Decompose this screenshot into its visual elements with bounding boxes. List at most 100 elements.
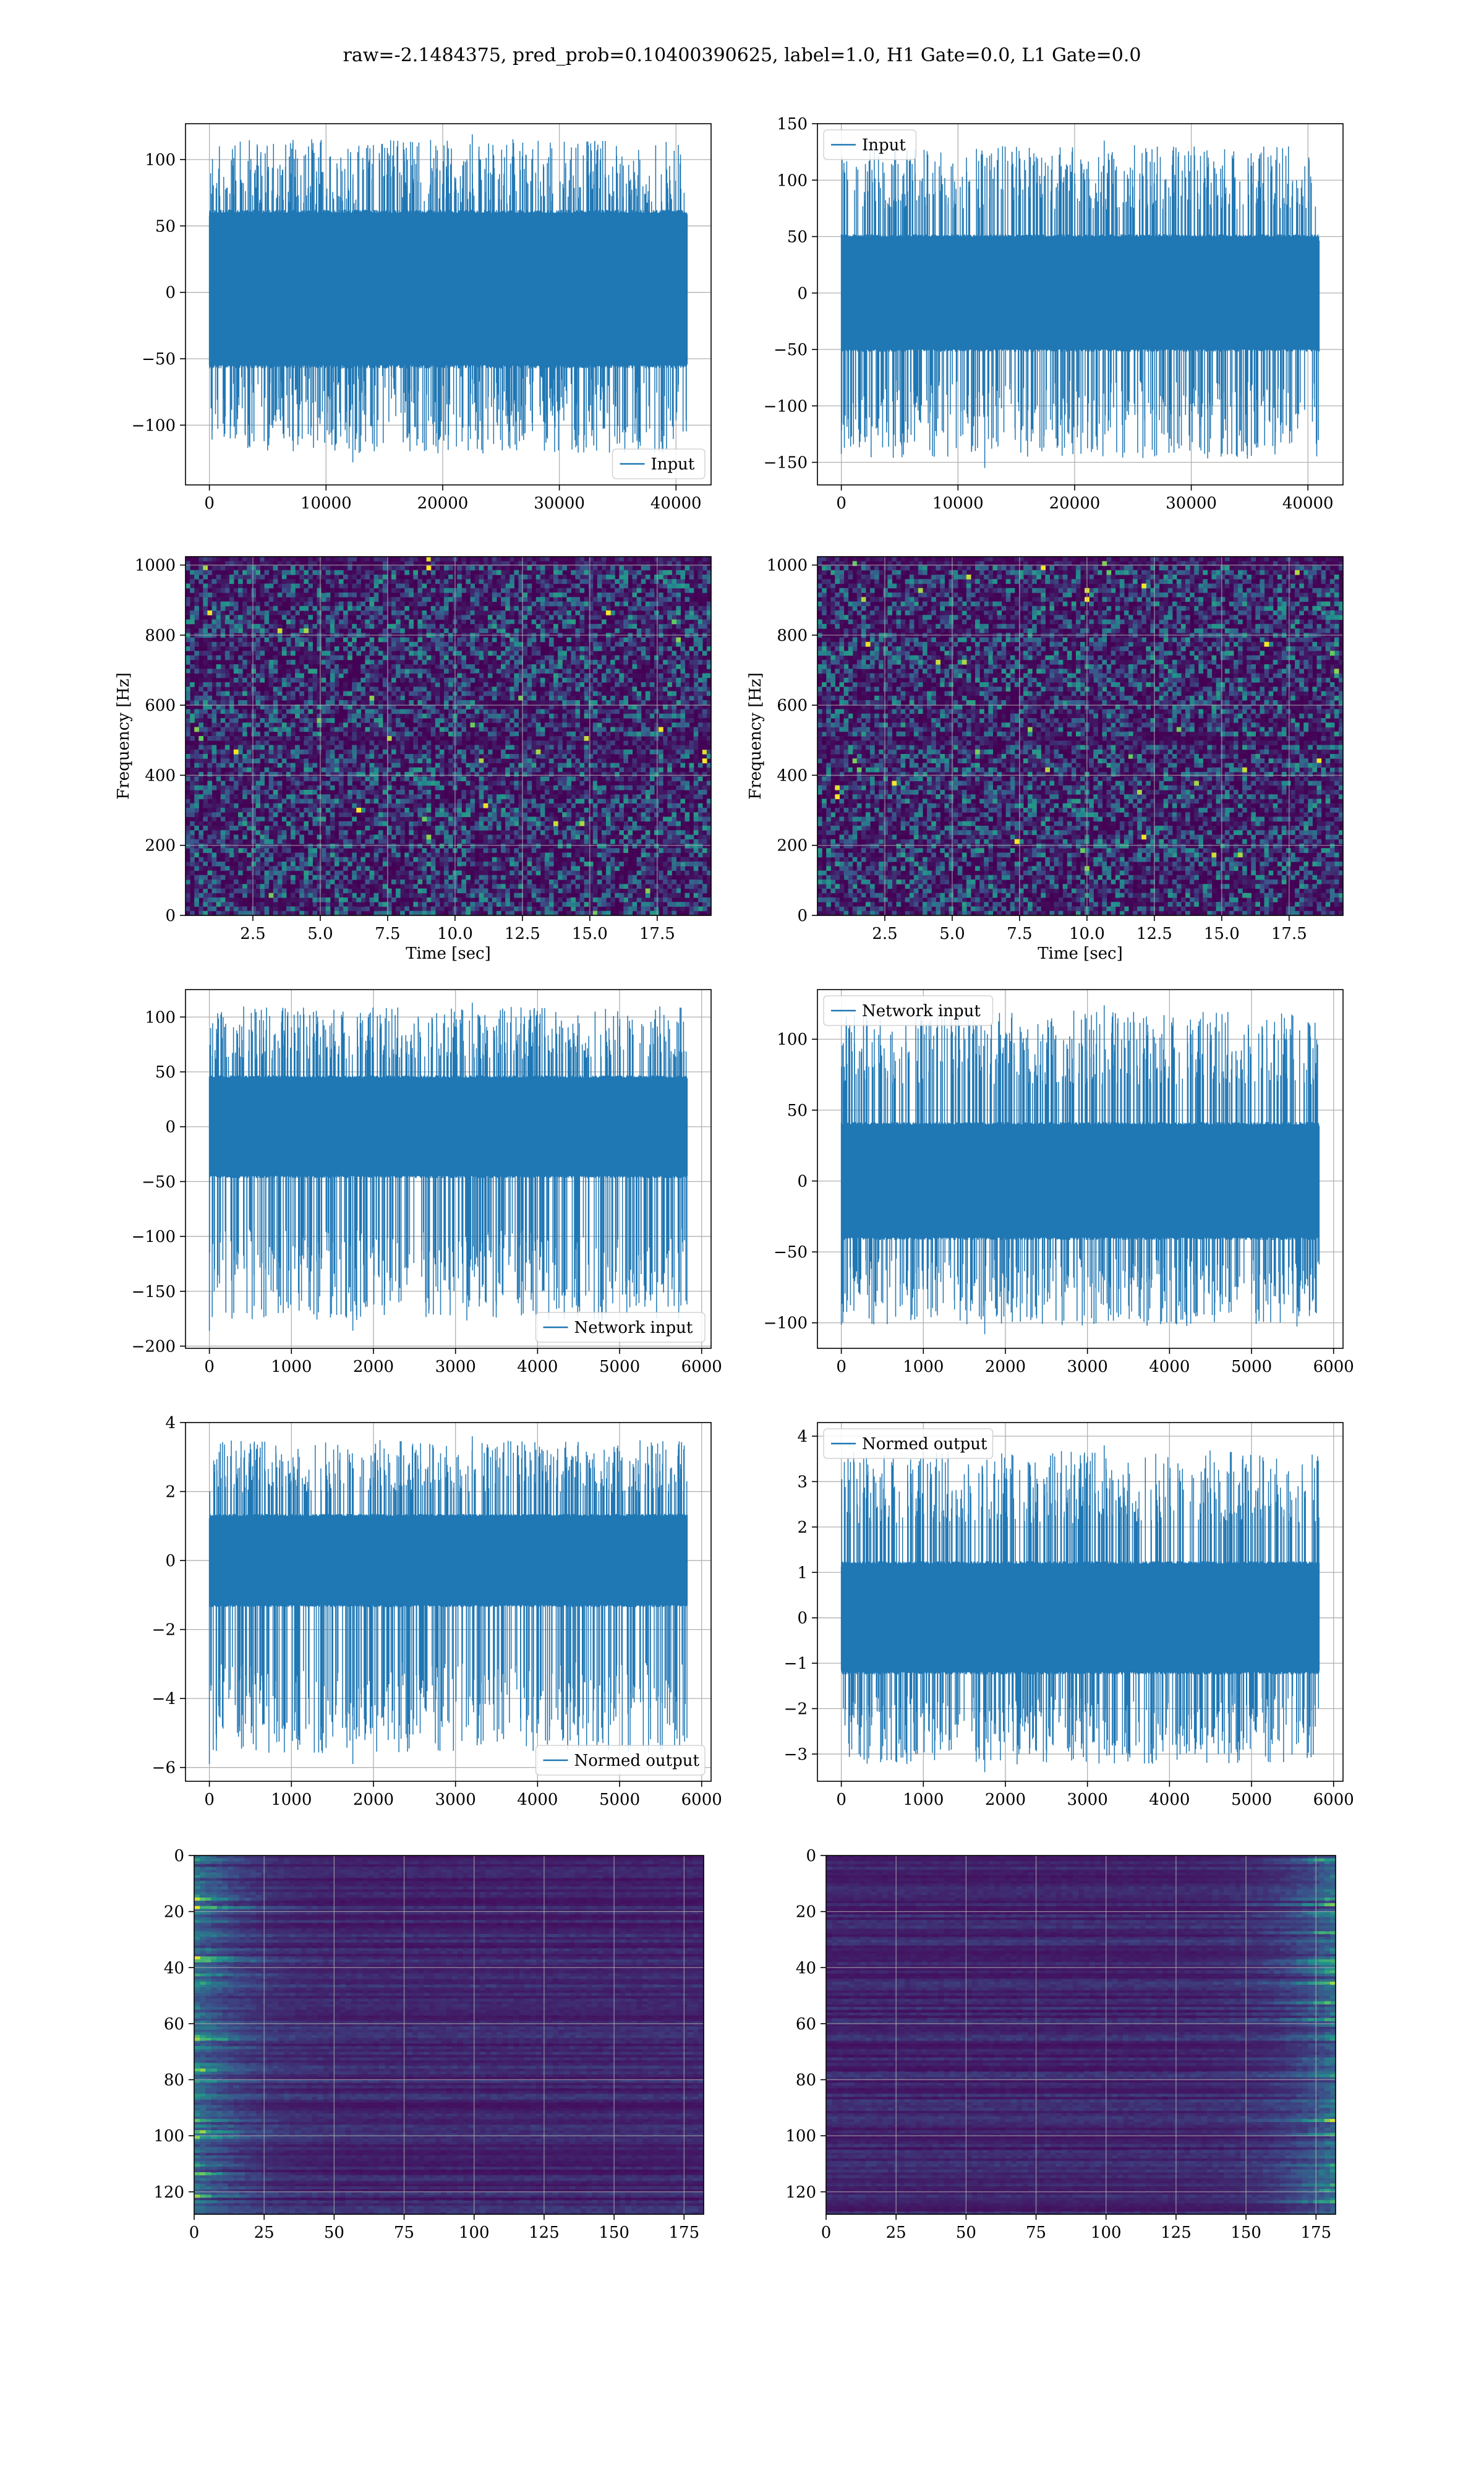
- figure-title: raw=-2.1484375, pred_prob=0.10400390625,…: [343, 45, 1141, 66]
- normed-output-right-legend: Normed output: [823, 1428, 994, 1459]
- heatmap-cells: [194, 1886, 211, 2066]
- x-tick-label: 6000: [681, 1358, 722, 1376]
- network-input-left-frame: [185, 989, 712, 1349]
- normed-output-right-axes: 0 1000 2000 3000 4000 5000 6000 −3 −2 −1 0 1 2 3 4 Norm…: [784, 1422, 1354, 1809]
- legend-label: Network input: [574, 1319, 693, 1337]
- heatmap-cells: [1324, 2189, 1331, 2193]
- legend-box: [612, 448, 706, 479]
- heatmap-cells: [194, 2071, 200, 2128]
- x-tick-label: 10000: [932, 494, 984, 513]
- x-tick-label: 12.5: [1136, 925, 1172, 943]
- y-tick-label: 1: [797, 1564, 808, 1582]
- y-tick-label: 50: [155, 217, 176, 236]
- heatmap-cells: [1329, 1931, 1336, 1935]
- y-tick-label: 150: [777, 115, 808, 134]
- x-tick-label: 7.5: [1007, 925, 1032, 943]
- y-tick-label: 4: [165, 1414, 176, 1432]
- y-tick-label: 0: [806, 1847, 816, 1865]
- heatmap-cells: [229, 673, 510, 894]
- heatmap-cells: [194, 2094, 217, 2114]
- heatmap-cells: [190, 561, 712, 916]
- heatmap-cells: [1307, 1858, 1314, 1862]
- x-tick-label: 0: [821, 2224, 832, 2242]
- x-tick-label: 17.5: [639, 925, 675, 943]
- x-tick-label: 7.5: [375, 925, 400, 943]
- y-tick-label: 120: [153, 2183, 184, 2202]
- x-tick-label: 2.5: [240, 925, 265, 943]
- heatmap-cells: [233, 1861, 704, 2215]
- heatmap-cells: [1028, 727, 1033, 732]
- spectrogram-left-image: [186, 557, 712, 916]
- input-right-legend: Input: [823, 129, 917, 160]
- heatmap-cells: [194, 1933, 217, 2189]
- heatmap-cells: [1329, 1967, 1336, 1971]
- heatmap-cells: [1318, 1951, 1325, 1954]
- heatmap-cells: [817, 557, 1344, 912]
- heatmap-cells: [198, 736, 203, 741]
- heatmap-cells: [200, 2035, 206, 2039]
- x-tick-label: 5000: [1231, 1791, 1272, 1809]
- x-tick-label: 5.0: [307, 925, 333, 943]
- heatmap-cells: [659, 727, 663, 732]
- input-right-series-core: [841, 236, 1320, 349]
- heatmap-cells: [817, 557, 1335, 916]
- heatmap-cells: [205, 1856, 699, 2215]
- y-tick-label: −200: [132, 1337, 176, 1356]
- heatmap-cells: [1329, 1959, 1336, 1963]
- normed-output-right-series-core: [841, 1563, 1320, 1672]
- heatmap-cells: [1279, 2068, 1314, 2111]
- heatmap-cells: [1324, 2001, 1331, 2005]
- y-tick-label: 4: [797, 1427, 808, 1446]
- y-tick-label: 0: [165, 907, 176, 925]
- heatmap-cells: [190, 561, 712, 912]
- heatmap-cells: [194, 2118, 200, 2122]
- spectrogram-right-image: [817, 557, 1344, 916]
- y-tick-label: 0: [797, 1172, 808, 1191]
- heatmap-cells: [200, 1928, 245, 2195]
- heatmap-cells: [1329, 1858, 1336, 1862]
- heatmap-cells: [205, 2068, 211, 2072]
- heatmap-cells: [1176, 727, 1182, 732]
- heatmap-cells: [843, 2043, 1067, 2151]
- heatmap-cells: [1324, 1858, 1331, 1862]
- feature-map-left-image: [194, 1856, 704, 2215]
- y-tick-label: 800: [777, 627, 808, 645]
- heatmap-cells: [826, 1867, 1325, 2215]
- heatmap-cells: [194, 1970, 228, 1985]
- heatmap-cells: [1329, 2113, 1336, 2117]
- heatmap-cells: [205, 1973, 211, 1985]
- x-tick-label: 30000: [1166, 494, 1217, 513]
- heatmap-cells: [1329, 2035, 1336, 2039]
- heatmap-cells: [200, 1906, 206, 1909]
- heatmap-cells: [216, 2136, 223, 2139]
- x-tick-label: 3000: [435, 1358, 476, 1376]
- normed-output-left-frame: [185, 1422, 712, 1782]
- heatmap-cells: [200, 1872, 206, 1876]
- heatmap-cells: [239, 1858, 704, 2206]
- heatmap-cells: [1235, 1856, 1336, 2212]
- heatmap-cells: [211, 2068, 217, 2072]
- heatmap-cells: [1329, 1973, 1336, 1977]
- legend-label: Input: [862, 136, 906, 155]
- heatmap-cells: [255, 1858, 704, 2206]
- heatmap-cells: [211, 2136, 217, 2139]
- input-right-axes: 0 10000 20000 30000 40000 −150 −100 −50 0 50 100 15…: [764, 115, 1344, 513]
- spectrogram-left-frame: [185, 556, 712, 916]
- x-tick-label: 30000: [534, 494, 585, 513]
- heatmap-cells: [194, 2172, 200, 2176]
- y-tick-label: −100: [764, 1314, 808, 1333]
- x-tick-label: 150: [1230, 2224, 1261, 2242]
- input-left-axes: 0 10000 20000 30000 40000 −100 −50 0 50 100 Input: [132, 123, 712, 513]
- x-tick-label: 15.0: [1204, 925, 1240, 943]
- y-tick-label: −50: [142, 350, 176, 369]
- legend-label: Normed output: [862, 1435, 987, 1453]
- x-tick-label: 50: [956, 2224, 976, 2242]
- heatmap-cells: [200, 2147, 206, 2151]
- heatmap-cells: [1279, 1861, 1336, 2201]
- heatmap-cells: [848, 749, 853, 755]
- heatmap-cells: [1329, 2018, 1336, 2021]
- y-tick-label: 120: [785, 2183, 816, 2202]
- normed-output-left-legend: Normed output: [535, 1745, 706, 1776]
- heatmap-cells: [1329, 2169, 1336, 2173]
